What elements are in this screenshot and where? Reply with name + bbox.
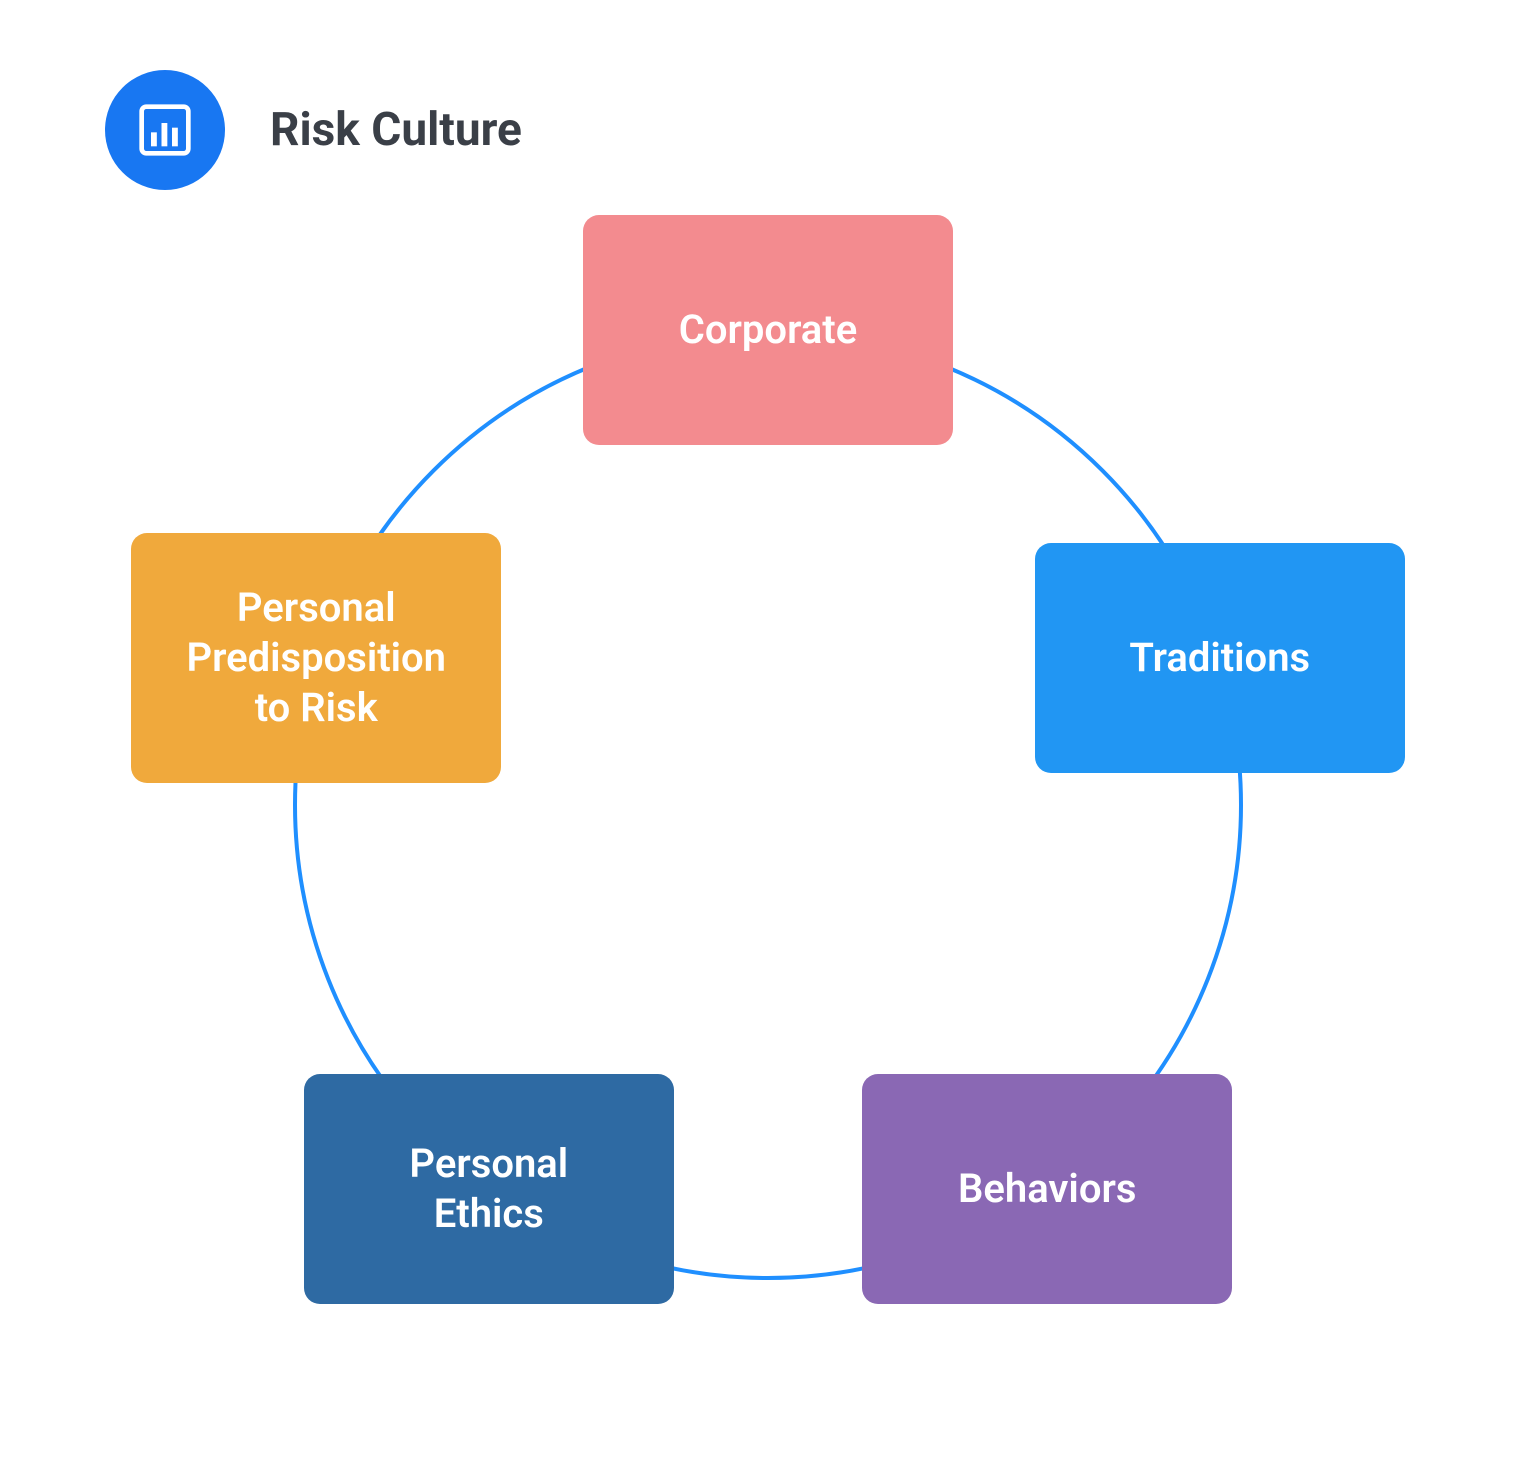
page: Risk Culture CorporateTraditionsBehavior… bbox=[0, 0, 1536, 1480]
node-label: Behaviors bbox=[958, 1164, 1136, 1214]
node-behaviors: Behaviors bbox=[862, 1074, 1232, 1304]
node-corporate: Corporate bbox=[583, 215, 953, 445]
node-label: Personal Ethics bbox=[409, 1139, 568, 1239]
node-traditions: Traditions bbox=[1035, 543, 1405, 773]
node-predisp: Personal Predisposition to Risk bbox=[131, 533, 501, 783]
node-ethics: Personal Ethics bbox=[304, 1074, 674, 1304]
risk-culture-diagram: Corporate Traditions Behaviors Personal Eth… bbox=[0, 0, 1536, 1480]
node-label: Traditions bbox=[1129, 633, 1310, 683]
node-label: Personal Predisposition to Risk bbox=[186, 583, 446, 733]
node-label: Corporate bbox=[679, 305, 857, 355]
